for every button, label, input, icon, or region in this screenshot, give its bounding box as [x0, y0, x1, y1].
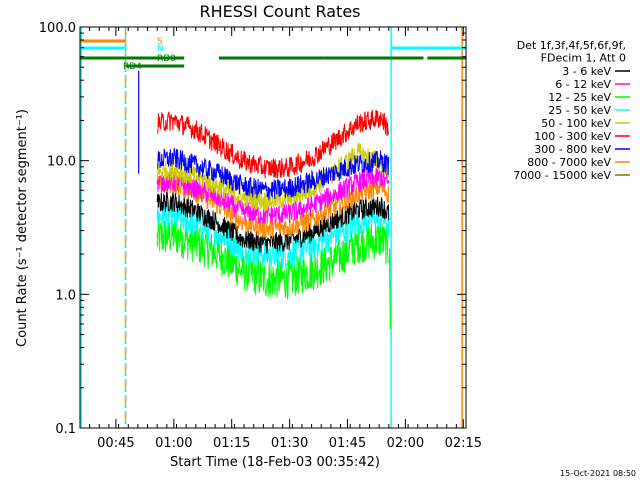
x-tick-label: 00:45	[97, 436, 134, 451]
legend-entry-label: 3 - 6 keV	[562, 65, 611, 78]
series-line-800-7000keV	[156, 174, 390, 239]
flag-label-rd4: RD4	[123, 62, 142, 72]
legend-entry-label: 300 - 800 keV	[534, 143, 611, 156]
legend-entry-label: 7000 - 15000 keV	[513, 169, 611, 182]
series-line-50-100keV	[156, 142, 390, 212]
legend-entry-label: 12 - 25 keV	[548, 91, 611, 104]
series-line-100-300keV	[156, 109, 389, 179]
chart-title: RHESSI Count Rates	[200, 2, 361, 21]
flag-label-rd0: RD0	[157, 54, 176, 64]
legend-entry-label: 100 - 300 keV	[534, 130, 611, 143]
x-tick-label: 02:15	[445, 436, 482, 451]
flag-label-s: S	[157, 37, 163, 47]
series-line-300-800keV	[157, 148, 390, 200]
series-line-6-12keV	[156, 167, 390, 225]
x-tick-label: 01:00	[155, 436, 192, 451]
legend-entry-label: 50 - 100 keV	[541, 117, 611, 130]
x-tick-label: 01:45	[329, 436, 366, 451]
y-tick-label: 0.1	[55, 422, 76, 437]
legend-entry-label: 800 - 7000 keV	[527, 156, 611, 169]
x-tick-label: 01:30	[271, 436, 308, 451]
footer-timestamp: 15-Oct-2021 08:50	[560, 469, 636, 478]
y-tick-label: 100.0	[39, 21, 76, 36]
legend-entry-label: 25 - 50 keV	[548, 104, 611, 117]
y-tick-label: 10.0	[47, 155, 76, 170]
x-tick-label: 01:15	[213, 436, 250, 451]
x-tick-label: 02:00	[387, 436, 424, 451]
series-drop	[388, 248, 391, 330]
legend-header: FDecim 1, Att 0	[541, 52, 626, 65]
y-tick-label: 1.0	[55, 288, 76, 303]
x-axis-label: Start Time (18-Feb-03 00:35:42)	[170, 455, 380, 470]
y-axis-label: Count Rate (s⁻¹ detector segment⁻¹)	[15, 109, 30, 347]
legend-entry-label: 6 - 12 keV	[555, 78, 611, 91]
legend-header: Det 1f,3f,4f,5f,6f,9f,	[517, 39, 626, 52]
series-line-12-25keV	[156, 215, 390, 300]
flag-label-n: N	[157, 44, 164, 54]
